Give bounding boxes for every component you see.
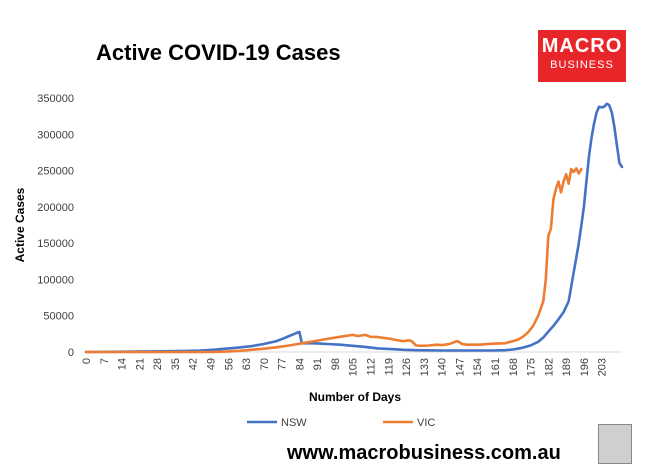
x-tick-label: 7 [99, 358, 111, 364]
y-tick-label: 250000 [37, 166, 74, 178]
x-tick-label: 126 [401, 358, 413, 376]
macro-business-logo: MACRO BUSINESS [538, 30, 626, 82]
chart-legend: NSW VIC [247, 417, 435, 429]
y-tick-label: 100000 [37, 274, 74, 286]
x-tick-label: 84 [294, 358, 306, 370]
x-tick-label: 0 [81, 358, 93, 364]
series-line-nsw [84, 102, 624, 354]
x-tick-label: 49 [205, 358, 217, 370]
x-tick-label: 91 [312, 358, 324, 370]
logo-line2: BUSINESS [550, 59, 614, 71]
y-tick-label: 300000 [37, 129, 74, 141]
y-tick-label: 350000 [37, 93, 74, 105]
x-tick-label: 77 [277, 358, 289, 370]
footer-url: www.macrobusiness.com.au [287, 442, 561, 464]
x-tick-label: 133 [419, 358, 431, 376]
x-tick-label: 175 [526, 358, 538, 376]
y-tick-label: 150000 [37, 238, 74, 250]
wolf-logo-icon [598, 424, 632, 464]
chart-axes: 0 50000 100000 150000 200000 250000 300000 3500… [37, 93, 622, 376]
x-tick-label: 154 [472, 358, 484, 376]
x-tick-label: 147 [454, 358, 466, 376]
page-title: Active COVID-19 Cases [96, 40, 341, 65]
x-tick-label: 140 [437, 358, 449, 376]
x-tick-label: 21 [134, 358, 146, 370]
x-tick-label: 196 [579, 358, 591, 376]
x-tick-label: 63 [241, 358, 253, 370]
x-tick-label: 42 [188, 358, 200, 370]
x-tick-label: 168 [508, 358, 520, 376]
x-tick-label: 35 [170, 358, 182, 370]
chart-series [84, 102, 624, 354]
x-tick-label: 105 [348, 358, 360, 376]
x-tick-label: 203 [597, 358, 609, 376]
x-tick-label: 161 [490, 358, 502, 376]
x-tick-label: 182 [543, 358, 555, 376]
y-tick-label: 50000 [43, 311, 74, 323]
y-tick-label: 200000 [37, 202, 74, 214]
y-axis-label: Active Cases [13, 187, 27, 262]
series-line-vic [84, 167, 583, 354]
x-tick-label: 98 [330, 358, 342, 370]
x-tick-label: 119 [383, 358, 395, 376]
x-tick-label: 14 [117, 358, 129, 370]
x-axis-label: Number of Days [309, 390, 401, 404]
x-tick-label: 28 [152, 358, 164, 370]
x-tick-label: 189 [561, 358, 573, 376]
x-tick-label: 70 [259, 358, 271, 370]
legend-label-vic: VIC [417, 417, 435, 429]
logo-line1: MACRO [541, 35, 623, 57]
x-tick-label: 56 [223, 358, 235, 370]
y-tick-label: 0 [68, 347, 74, 359]
legend-label-nsw: NSW [281, 417, 307, 429]
x-tick-label: 112 [366, 358, 378, 376]
